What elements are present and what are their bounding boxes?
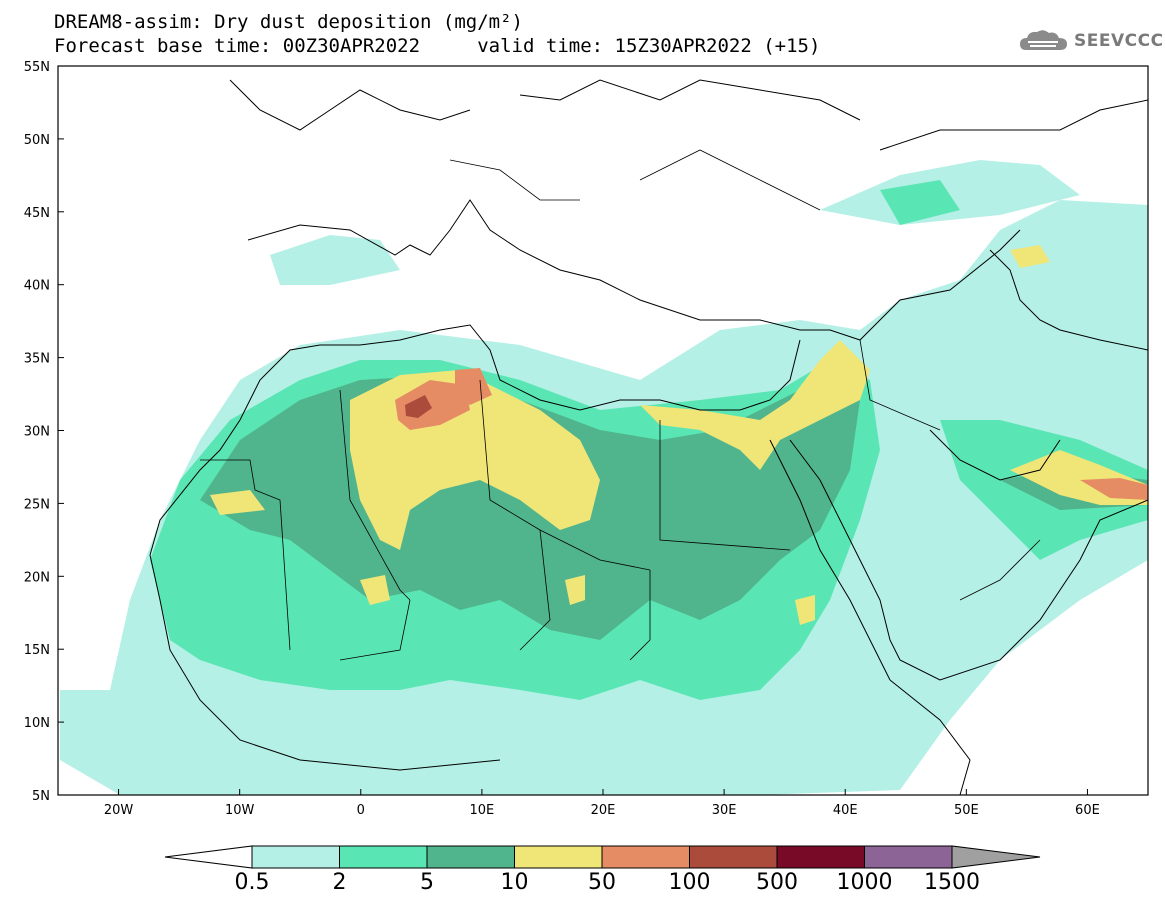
- colorbar-label: 2: [332, 870, 347, 895]
- dust-band-50-100: [395, 380, 470, 430]
- lon-axis: 20W 10W 0 10E 20E 30E 40E 50E 60E: [104, 789, 1100, 818]
- colorbar-label: 1000: [836, 870, 893, 895]
- country-borders: [200, 149, 1041, 661]
- lat-label: 25N: [24, 497, 50, 512]
- colorbar-labels: 0.5 2 5 10 50 100 500 1000 1500: [0, 870, 1165, 900]
- lon-label: 0: [357, 803, 365, 818]
- colorbar-segment: [514, 845, 603, 869]
- colorbar-label: 500: [756, 870, 798, 895]
- lat-label: 30N: [24, 425, 50, 440]
- colorbar: [164, 845, 1041, 869]
- lat-label: 20N: [24, 570, 50, 585]
- lat-axis: 55N 50N 45N 40N 35N 30N 25N 20N 15N 10N 5N: [24, 60, 64, 804]
- lat-label: 10N: [24, 716, 50, 731]
- colorbar-over-triangle: [951, 845, 1041, 869]
- lat-label: 50N: [24, 133, 50, 148]
- colorbar-segment: [339, 845, 428, 869]
- colorbar-segment: [251, 845, 340, 869]
- colorbar-label: 100: [668, 870, 711, 895]
- lon-label: 20W: [104, 803, 134, 818]
- colorbar-label: 5: [420, 870, 434, 895]
- lon-label: 50E: [954, 803, 979, 818]
- cloud-icon: [1020, 30, 1067, 50]
- chart-title: DREAM8-assim: Dry dust deposition (mg/m²…: [54, 11, 523, 33]
- chart-subtitle: Forecast base time: 00Z30APR2022 valid t…: [54, 35, 821, 57]
- lon-label: 30E: [712, 803, 737, 818]
- lon-label: 20E: [591, 803, 616, 818]
- lat-label: 35N: [24, 352, 50, 367]
- lat-label: 15N: [24, 643, 50, 658]
- colorbar-label: 0.5: [234, 870, 270, 895]
- colorbar-segment: [426, 845, 515, 869]
- lon-label: 60E: [1075, 803, 1100, 818]
- seevccc-logo: SEEVCCC: [1018, 28, 1164, 54]
- lon-label: 40E: [833, 803, 858, 818]
- lat-label: 5N: [32, 789, 50, 804]
- colorbar-segment: [776, 845, 865, 869]
- dust-field: [58, 66, 1148, 795]
- colorbar-segment: [601, 845, 690, 869]
- lat-label: 40N: [24, 279, 50, 294]
- lon-label: 10W: [225, 803, 255, 818]
- colorbar-under-triangle: [164, 845, 253, 869]
- dust-band-100-500: [405, 395, 432, 418]
- coastlines: [149, 79, 1148, 795]
- colorbar-segment: [689, 845, 778, 869]
- logo-text: SEEVCCC: [1074, 31, 1164, 51]
- lon-label: 10E: [470, 803, 495, 818]
- colorbar-label: 50: [588, 870, 616, 895]
- colorbar-label: 1500: [924, 870, 980, 895]
- colorbar-label: 10: [500, 870, 529, 895]
- lat-label: 45N: [24, 206, 50, 221]
- lat-label: 55N: [24, 60, 50, 75]
- colorbar-segment: [864, 845, 953, 869]
